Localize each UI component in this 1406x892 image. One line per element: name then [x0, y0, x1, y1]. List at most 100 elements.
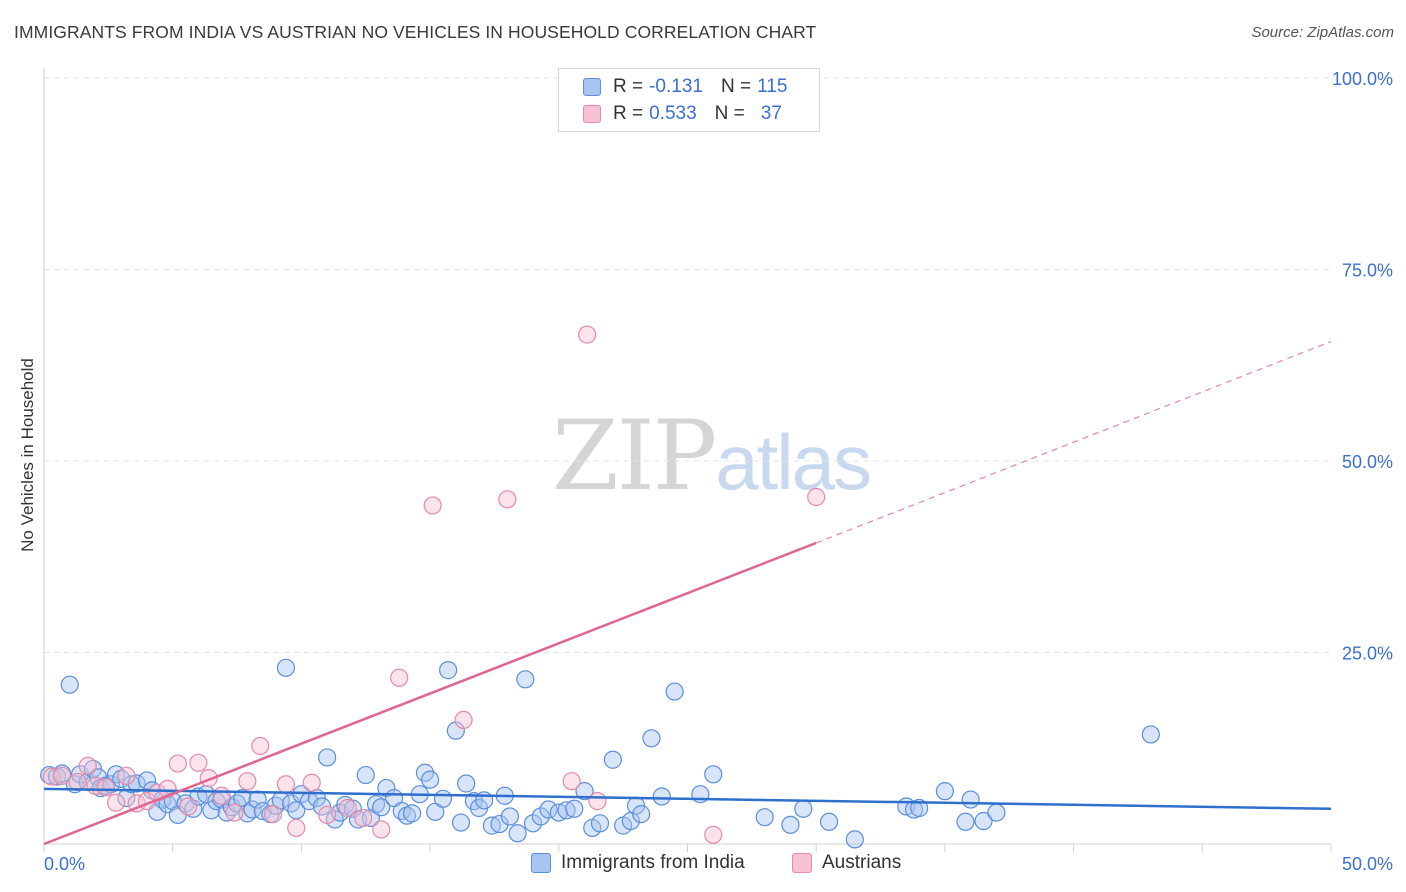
data-point-india	[987, 803, 1006, 822]
watermark-zip: ZIP	[552, 400, 717, 512]
data-point-india	[516, 670, 535, 689]
legend-n-value: 37	[760, 103, 782, 124]
data-point-india	[557, 801, 576, 820]
data-point-india	[421, 770, 440, 789]
data-point-india	[910, 798, 929, 818]
data-point-india	[433, 789, 453, 808]
trend-line-austria	[43, 541, 817, 846]
data-point-austria	[263, 805, 283, 824]
series-legend: Immigrants from India Austrians	[0, 852, 1406, 878]
data-point-india	[276, 658, 296, 677]
x-tick-label: 0.0%	[44, 854, 85, 874]
data-point-austria	[78, 756, 97, 775]
data-point-india	[127, 774, 146, 793]
legend-swatch-austria	[792, 853, 812, 873]
data-point-austria	[287, 818, 306, 838]
legend-label-india: Immigrants from India	[561, 852, 745, 873]
data-point-india	[366, 795, 386, 814]
data-point-austria	[189, 753, 208, 772]
data-point-austria	[225, 803, 244, 822]
data-point-austria	[562, 772, 581, 791]
data-point-austria	[704, 825, 723, 844]
data-point-india	[956, 812, 975, 831]
legend-row-india: R = -0.131 N = 115	[583, 74, 787, 100]
data-point-india	[343, 799, 362, 818]
watermark-atlas: atlas	[715, 418, 872, 506]
data-point-india	[482, 816, 501, 835]
legend-label-austria: Austrians	[822, 852, 902, 873]
trend-line-india	[43, 787, 1332, 811]
data-point-india	[101, 775, 121, 794]
data-point-india	[935, 782, 955, 801]
data-point-india	[490, 814, 509, 834]
data-point-india	[1141, 725, 1160, 744]
data-point-austria	[251, 736, 270, 756]
data-point-india	[974, 811, 993, 831]
data-point-austria	[423, 496, 442, 515]
data-point-austria	[42, 767, 61, 786]
data-point-austria	[168, 754, 187, 773]
data-point-india	[137, 771, 157, 790]
legend-item-india[interactable]: Immigrants from India	[531, 852, 745, 874]
data-point-india	[508, 824, 527, 843]
data-point-india	[632, 805, 651, 824]
data-point-austria	[52, 766, 72, 785]
data-point-austria	[117, 766, 136, 785]
x-tick-label: 50.0%	[1342, 854, 1393, 874]
data-point-austria	[390, 668, 409, 687]
data-point-india	[845, 830, 864, 849]
data-point-india	[457, 774, 476, 793]
data-point-india	[961, 790, 980, 809]
data-point-india	[531, 807, 550, 826]
y-tick-label: 50.0%	[1342, 452, 1393, 472]
data-point-india	[217, 803, 236, 822]
data-point-austria	[454, 710, 473, 730]
data-point-india	[642, 729, 661, 748]
legend-swatch-austria	[583, 105, 601, 123]
data-point-india	[704, 765, 723, 784]
correlation-legend: R = -0.131 N = 115 R = 0.533 N = 37	[558, 68, 820, 132]
data-point-austria	[212, 786, 231, 805]
data-point-india	[523, 814, 543, 833]
data-point-austria	[318, 805, 337, 824]
data-point-india	[451, 813, 471, 832]
data-point-india	[287, 801, 306, 820]
data-point-austria	[179, 797, 198, 816]
data-point-austria	[238, 772, 257, 791]
data-point-india	[590, 814, 610, 833]
legend-r-label: R =	[613, 103, 644, 124]
data-point-india	[755, 808, 774, 827]
legend-item-austria[interactable]: Austrians	[792, 852, 901, 874]
source-label: Source: ZipAtlas.com	[1251, 24, 1394, 41]
data-point-austria	[96, 778, 115, 797]
legend-r-label: R =	[613, 76, 644, 97]
y-tick-label: 75.0%	[1342, 261, 1393, 281]
legend-n-value: 115	[757, 76, 788, 97]
data-point-india	[372, 798, 391, 817]
data-point-austria	[338, 798, 357, 818]
data-point-austria	[372, 820, 391, 839]
data-point-india	[402, 804, 422, 823]
data-point-india	[781, 815, 800, 834]
legend-n-label: N =	[714, 103, 745, 124]
data-point-austria	[276, 775, 296, 794]
data-point-austria	[354, 808, 373, 828]
y-tick-label: 100.0%	[1332, 69, 1393, 89]
data-point-india	[603, 750, 622, 769]
data-point-austria	[302, 773, 321, 792]
data-point-austria	[588, 792, 607, 811]
legend-n-label: N =	[720, 76, 752, 97]
data-point-india	[377, 778, 396, 798]
data-point-india	[794, 799, 813, 818]
legend-r-value: 0.533	[649, 103, 697, 124]
y-tick-label: 25.0%	[1342, 644, 1393, 664]
data-point-india	[356, 765, 375, 785]
data-point-india	[439, 661, 458, 680]
legend-row-austria: R = 0.533 N = 37	[583, 101, 782, 127]
india-points	[40, 658, 1160, 849]
data-point-india	[665, 682, 684, 701]
data-point-india	[819, 812, 839, 831]
data-point-india	[500, 807, 519, 826]
data-point-india	[575, 782, 594, 801]
